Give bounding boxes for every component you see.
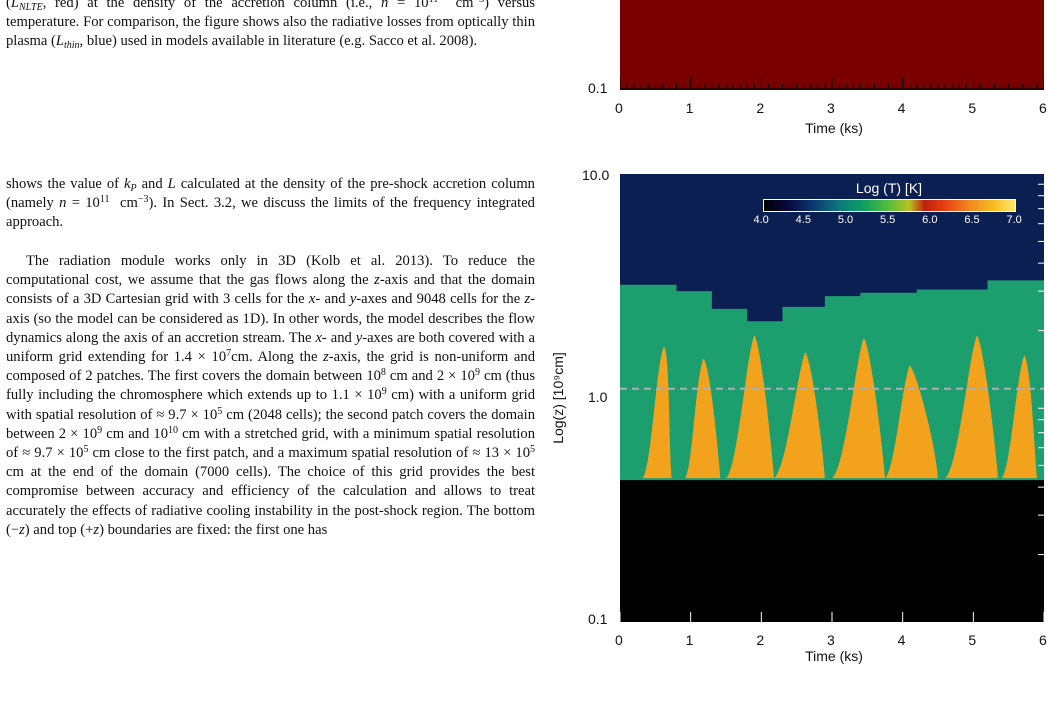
y-tick-10: 10.0 [582, 167, 610, 183]
colorbar-tick-labels: 4.0 4.5 5.0 5.5 6.0 6.5 7.0 [754, 212, 1022, 228]
bottom-panel-plot [620, 174, 1044, 622]
colorbar-tick-5.5: 5.5 [880, 214, 896, 226]
colorbar-title: Log (T) [K] [855, 180, 923, 196]
bottom-x-tick-1: 1 [685, 632, 694, 648]
chromosphere-region [620, 480, 1044, 622]
hot-plasma-peak [774, 352, 825, 479]
colorbar-tick-5.0: 5.0 [837, 214, 854, 226]
bottom-x-tick-5: 5 [968, 632, 977, 648]
bottom-x-tick-4: 4 [897, 632, 906, 648]
top-x-tick-6: 6 [1039, 100, 1047, 116]
bottom-x-tick-3: 3 [827, 632, 835, 648]
top-panel-plot [620, 0, 1044, 90]
colorbar-tick-6.5: 6.5 [964, 214, 980, 226]
hot-plasma-peak [642, 346, 672, 479]
colorbar-gradient [762, 199, 1016, 212]
top-x-axis-title: Time (ks) [805, 120, 863, 136]
colorbar-tick-4.5: 4.5 [795, 214, 811, 226]
top-panel-x-ticks [620, 78, 1044, 89]
hot-plasma-peak [685, 358, 721, 479]
top-panel [620, 0, 1044, 90]
top-panel-heatmap [620, 0, 1044, 90]
bottom-x-tick-2: 2 [756, 632, 765, 648]
body-paragraph-radiation-module: The radiation module works only in 3D (K… [6, 253, 536, 538]
hot-plasma-peak [945, 335, 999, 479]
figure-temperature-maps: 0.1 Time (ks) 10.0 1.0 0.1 Log(z) [10⁹cm… [550, 0, 1048, 716]
bottom-x-tick-0: 0 [615, 632, 623, 648]
colorbar-tick-6.0: 6.0 [922, 214, 938, 226]
top-x-tick-2: 2 [756, 100, 765, 116]
hot-plasma-peak [726, 335, 775, 479]
top-x-tick-3: 3 [827, 100, 835, 116]
y-tick-0.1: 0.1 [588, 611, 608, 627]
hot-plasma-peak [885, 365, 938, 479]
top-y-tick-0.1: 0.1 [588, 80, 608, 96]
top-x-tick-1: 1 [685, 100, 694, 116]
top-x-tick-0: 0 [615, 100, 623, 116]
bottom-x-axis-title: Time (ks) [805, 648, 863, 664]
figure-caption: (LNLTE, red) at the density of the accre… [6, 0, 535, 52]
colorbar-tick-7.0: 7.0 [1006, 214, 1022, 226]
colorbar: Log (T) [K] 4.0 4.5 5.0 5.5 6.0 6.5 7.0 [754, 180, 1022, 228]
top-x-tick-4: 4 [897, 100, 906, 116]
colorbar-tick-4.0: 4.0 [753, 214, 769, 226]
top-x-tick-5: 5 [968, 100, 977, 116]
hot-plasma-peak [832, 338, 885, 479]
y-tick-1: 1.0 [588, 389, 608, 405]
bottom-panel [620, 174, 1044, 622]
y-axis-title: Log(z) [10⁹cm] [550, 352, 566, 444]
bottom-x-tick-6: 6 [1039, 632, 1047, 648]
body-paragraph-kp: shows the value of kP and L calculated a… [6, 176, 535, 231]
hot-plasma-peak [1001, 355, 1037, 479]
